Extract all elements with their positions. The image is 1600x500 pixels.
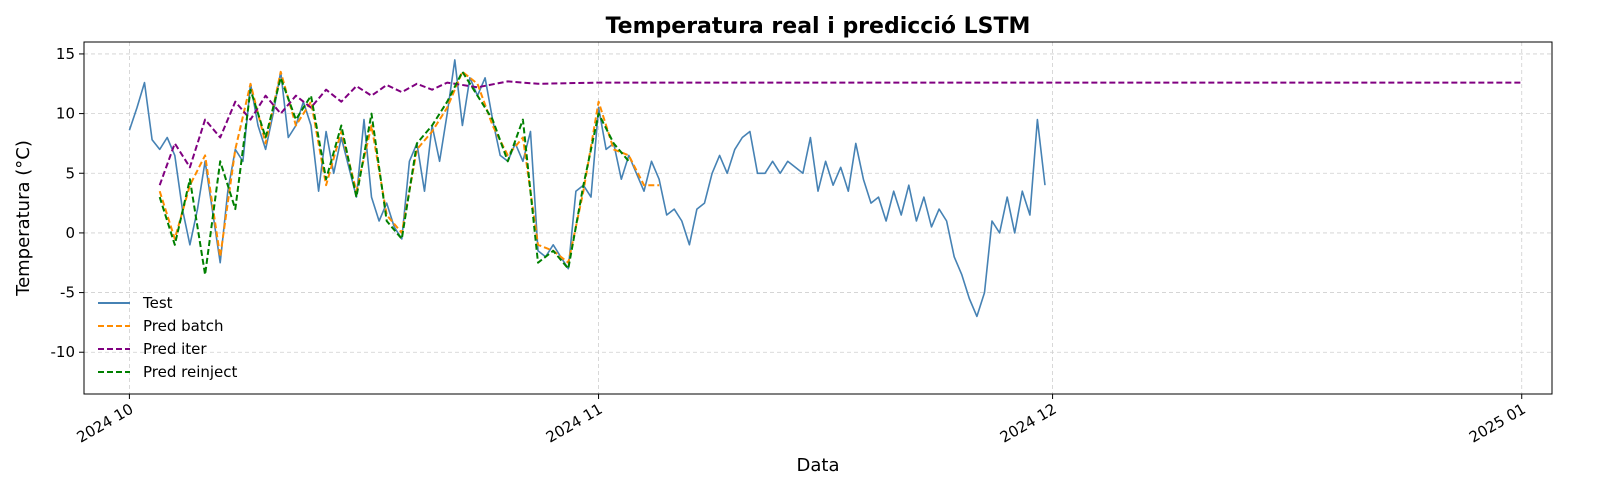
series-line-pred-reinject <box>158 70 630 276</box>
y-tick-label: 0 <box>65 224 75 242</box>
plot-frame <box>83 41 1553 395</box>
x-tick-label: 2025 01 <box>1466 400 1529 447</box>
legend-label: Pred iter <box>143 340 207 358</box>
legend-label: Test <box>142 294 173 312</box>
legend-item: Test <box>98 294 173 312</box>
grid <box>84 42 1552 394</box>
y-tick-label: -10 <box>51 343 76 361</box>
y-axis-label: Temperatura (°C) <box>13 140 34 297</box>
x-tick-label: 2024 12 <box>997 400 1060 447</box>
x-tick-label: 2024 10 <box>74 400 137 447</box>
legend-label: Pred batch <box>143 317 224 335</box>
legend-item: Pred iter <box>98 340 207 358</box>
y-tick-label: 10 <box>56 105 75 123</box>
legend-item: Pred batch <box>98 317 224 335</box>
series-line-test <box>128 59 1046 318</box>
legend: Test Pred batch Pred iter Pred reinject <box>98 294 238 381</box>
y-axis-ticks: -10 -5 0 5 10 15 <box>51 45 84 361</box>
y-tick-label: -5 <box>60 284 75 302</box>
x-axis-label: Data <box>797 455 840 476</box>
legend-item: Pred reinject <box>98 363 238 381</box>
series-layer <box>128 59 1522 318</box>
y-tick-label: 15 <box>56 45 75 63</box>
chart-title: Temperatura real i predicció LSTM <box>606 14 1031 39</box>
x-axis-ticks: 2024 10 2024 11 2024 12 2025 01 <box>74 394 1529 446</box>
series-line-pred-iter <box>158 80 1522 186</box>
x-tick-label: 2024 11 <box>543 400 606 447</box>
y-tick-label: 5 <box>65 164 75 182</box>
legend-label: Pred reinject <box>143 363 238 381</box>
